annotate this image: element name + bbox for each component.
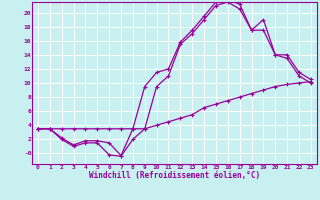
X-axis label: Windchill (Refroidissement éolien,°C): Windchill (Refroidissement éolien,°C) (89, 171, 260, 180)
